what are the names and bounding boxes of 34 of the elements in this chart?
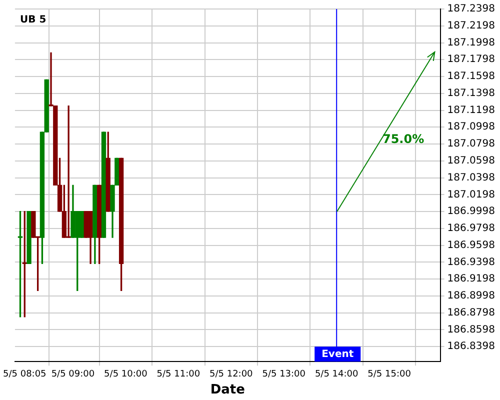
y-tick-label: 187.0598 [447,156,496,167]
y-tick-label: 187.1198 [447,104,496,116]
y-tick-label: 186.9598 [447,240,496,251]
y-tick-label: 187.0798 [447,138,496,150]
y-tick-label: 187.2198 [447,20,496,32]
x-tick-label: 5/5 10:00 [104,369,148,380]
x-tick-label: 5/5 15:00 [368,369,412,380]
y-tick-label: 187.0398 [447,172,496,184]
y-tick-label: 186.9398 [447,256,496,268]
y-tick-label: 186.8598 [447,324,496,336]
y-tick-label: 186.8798 [447,307,496,318]
x-tick-label: 5/5 12:00 [209,369,254,380]
y-tick-label: 186.9198 [447,274,496,285]
y-tick-label: 186.8398 [447,341,496,352]
x-tick-label: 5/5 14:00 [314,369,358,380]
y-tick-label: 186.9798 [447,223,496,234]
y-tick-label: 187.0198 [447,189,496,200]
x-axis-title: Date [210,382,246,398]
x-tick-label: 5/5 11:00 [156,369,200,380]
y-tick-label: 187.0998 [447,122,496,133]
y-tick-label: 186.9998 [447,206,496,218]
text: UB 5 [20,14,46,26]
annotation: 75.0% [382,132,424,146]
x-tick-label: 5/5 09:00 [51,369,95,380]
x-tick-label: 5/5 13:00 [262,369,306,380]
ref-line-label: Event [322,349,354,360]
y-tick-label: 187.1598 [447,71,496,82]
y-tick-label: 187.1398 [447,88,496,99]
candlestick [66,106,71,238]
x-tick-label: 5/5 08:05 [2,369,46,380]
y-tick-label: 187.1998 [447,37,496,48]
y-tick-label: 187.1798 [447,54,496,66]
y-tick-label: 186.8998 [447,290,496,302]
y-tick-label: 187.2398 [447,4,496,15]
